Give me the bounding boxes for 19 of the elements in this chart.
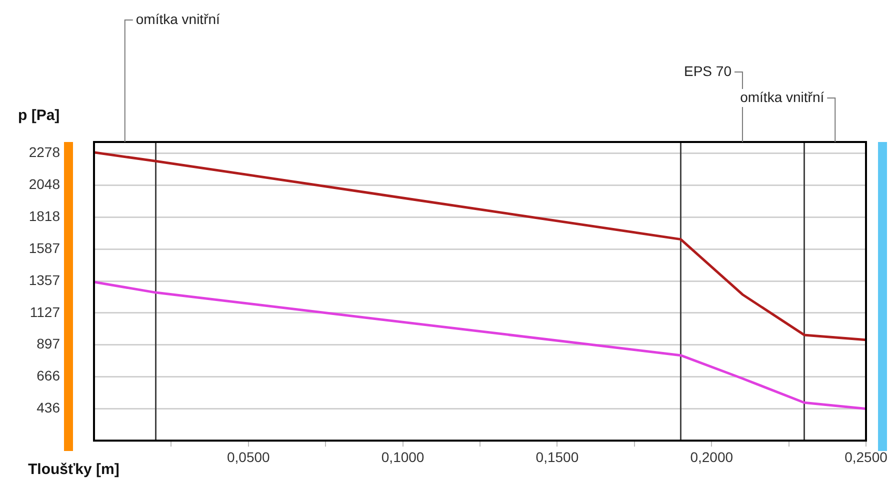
x-tick-label: 0,2500: [844, 448, 888, 465]
text: omítka vnitřní: [136, 10, 220, 27]
text: omítka vnitřní: [740, 88, 824, 105]
y-axis-title: p [Pa]: [18, 107, 60, 124]
y-tick-label: 1127: [30, 304, 60, 320]
x-tick-label: 0,0500: [226, 448, 270, 465]
x-tick-label: 0,1500: [536, 448, 579, 465]
y-tick-label: 2278: [28, 144, 60, 160]
y-tick-label: 897: [36, 336, 60, 352]
y-tick-label: 1357: [28, 272, 60, 288]
y-tick-label: 666: [36, 368, 60, 384]
y-tick-label: 436: [36, 400, 60, 416]
x-axis-title: Tloušťky [m]: [28, 461, 120, 478]
text: EPS 70: [684, 62, 732, 79]
y-tick-label: 1587: [28, 240, 60, 256]
y-tick-label: 2048: [28, 176, 60, 192]
x-tick-label: 0,2000: [690, 448, 734, 465]
y-tick-label: 1818: [28, 208, 60, 224]
x-tick-label: 0,1000: [381, 448, 424, 465]
